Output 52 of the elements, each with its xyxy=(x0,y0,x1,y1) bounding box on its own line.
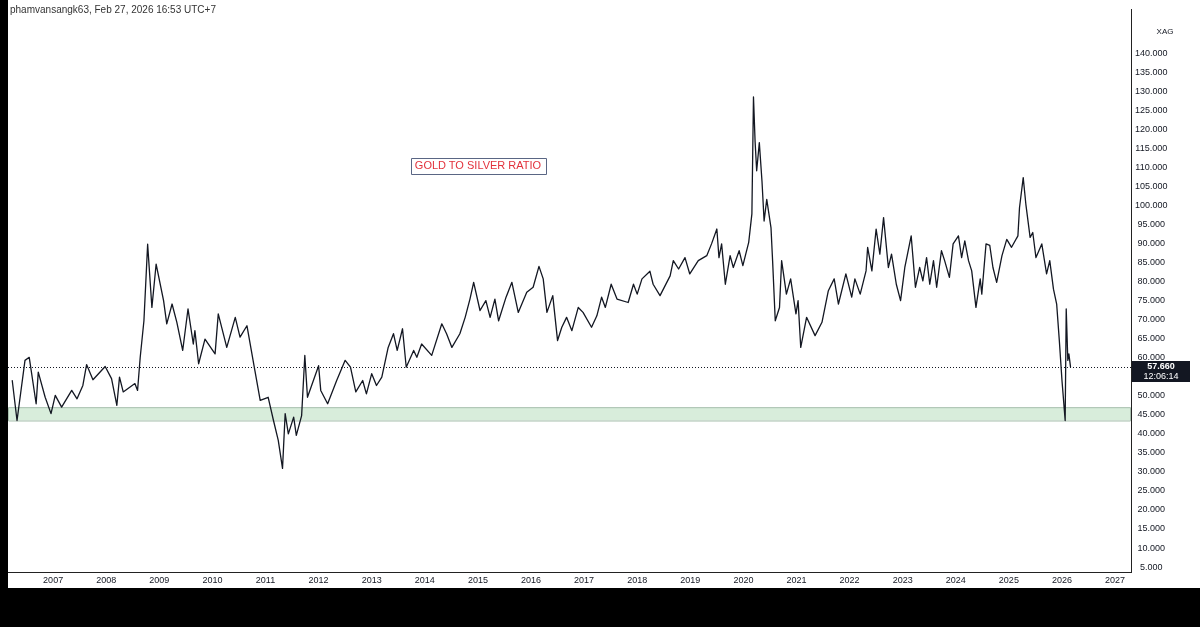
y-tick-label: 45.000 xyxy=(1137,409,1166,420)
y-tick-label: 25.000 xyxy=(1137,485,1166,496)
y-tick-label: 10.000 xyxy=(1137,542,1166,553)
x-tick-label: 2012 xyxy=(308,574,329,585)
y-tick-label: 85.000 xyxy=(1137,257,1166,268)
y-tick-label: 65.000 xyxy=(1137,333,1166,344)
y-tick-label: 130.000 xyxy=(1134,85,1168,96)
x-tick-label: 2024 xyxy=(945,574,966,585)
x-tick-label: 2010 xyxy=(202,574,223,585)
x-tick-label: 2017 xyxy=(574,574,595,585)
y-tick-label: 105.000 xyxy=(1134,180,1168,191)
x-tick-label: 2015 xyxy=(467,574,488,585)
x-tick-label: 2009 xyxy=(149,574,170,585)
x-tick-label: 2026 xyxy=(1051,574,1072,585)
x-tick-label: 2020 xyxy=(733,574,754,585)
y-tick-label: 100.000 xyxy=(1134,199,1168,210)
x-tick-label: 2021 xyxy=(786,574,807,585)
x-tick-label: 2022 xyxy=(839,574,860,585)
text: GOLD TO SILVER RATIO xyxy=(414,159,542,172)
y-axis-title: XAG xyxy=(1156,26,1174,36)
ref-line-label: 57.660 12:06:14 xyxy=(1143,361,1179,382)
annotation: phamvansangk63, Feb 27, 2026 16:53 UTC+7 xyxy=(10,3,217,15)
x-tick-label: 2007 xyxy=(43,574,64,585)
y-tick-label: 50.000 xyxy=(1137,390,1166,401)
y-tick-label: 140.000 xyxy=(1134,47,1168,58)
x-tick-label: 2011 xyxy=(255,574,276,585)
x-tick-label: 2016 xyxy=(520,574,542,585)
y-tick-label: 20.000 xyxy=(1137,504,1166,515)
y-tick-label: 135.000 xyxy=(1134,66,1168,77)
y-tick-label: 5.000 xyxy=(1140,561,1163,572)
y-tick-label: 95.000 xyxy=(1137,218,1166,229)
y-tick-label: 125.000 xyxy=(1134,104,1168,115)
y-tick-label: 40.000 xyxy=(1137,428,1166,439)
y-tick-label: 60.000 xyxy=(1137,352,1166,363)
y-tick-label: 80.000 xyxy=(1137,276,1166,287)
x-tick-label: 2008 xyxy=(96,574,117,585)
x-tick-label: 2019 xyxy=(680,574,701,585)
x-tick-label: 2018 xyxy=(627,574,648,585)
y-tick-label: 115.000 xyxy=(1135,142,1168,153)
y-tick-label: 70.000 xyxy=(1137,314,1166,325)
x-tick-label: 2013 xyxy=(361,574,382,585)
x-tick-label: 2025 xyxy=(998,574,1019,585)
y-tick-label: 15.000 xyxy=(1137,523,1166,534)
y-tick-label: 120.000 xyxy=(1134,123,1168,134)
y-tick-label: 30.000 xyxy=(1137,466,1166,477)
y-tick-label: 110.000 xyxy=(1135,161,1168,172)
x-tick-label: 2014 xyxy=(414,574,435,585)
y-tick-label: 75.000 xyxy=(1137,295,1166,306)
y-tick-label: 35.000 xyxy=(1137,447,1166,458)
x-tick-label: 2023 xyxy=(892,574,913,585)
x-tick-label: 2027 xyxy=(1105,574,1126,585)
y-tick-label: 90.000 xyxy=(1137,237,1166,248)
